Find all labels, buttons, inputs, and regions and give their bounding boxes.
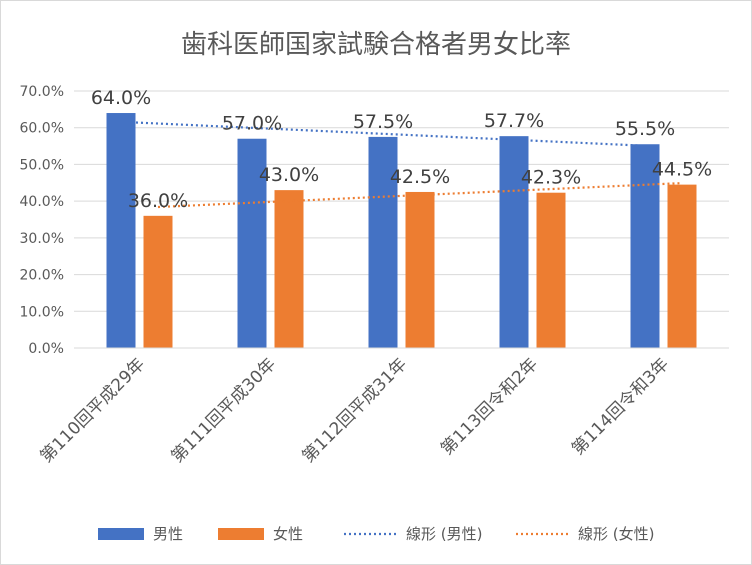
bar — [143, 215, 173, 348]
bar — [499, 136, 529, 348]
legend-label: 線形 (男性) — [406, 525, 482, 543]
legend: 男性 女性 線形 (男性) 線形 (女性) — [98, 525, 654, 543]
y-tick-label: 0.0% — [28, 341, 64, 357]
bar — [667, 184, 697, 348]
y-tick-label: 20.0% — [20, 268, 64, 284]
bar — [368, 136, 398, 348]
legend-swatch — [218, 528, 264, 540]
data-label: 57.7% — [484, 110, 544, 132]
y-tick-label: 70.0% — [20, 84, 64, 100]
legend-label: 男性 — [153, 525, 183, 543]
x-tick-label: 第112回平成31年 — [299, 354, 411, 466]
y-tick-label: 60.0% — [20, 121, 64, 137]
legend-label: 線形 (女性) — [578, 525, 654, 543]
y-axis: 0.0% 10.0% 20.0% 30.0% 40.0% 50.0% 60.0% 70.0% — [20, 84, 64, 357]
x-tick-label: 第114回令和3年 — [568, 354, 673, 459]
data-label: 44.5% — [652, 159, 712, 181]
chart-title: 歯科医師国家試験合格者男女比率 — [181, 30, 571, 60]
y-tick-label: 10.0% — [20, 304, 64, 320]
x-axis: 第110回平成29年 第111回平成30年 第112回平成31年 第113回令和2年第… — [37, 347, 729, 467]
data-labels: 64.0% 36.0% 57.0% 43.0% 57.5% 42.5% 57.7% 42.3%… — [91, 87, 712, 212]
x-tick-label: 第111回平成30年 — [168, 354, 280, 466]
y-tick-label: 40.0% — [20, 194, 64, 210]
data-label: 55.5% — [615, 118, 675, 140]
bar — [237, 138, 267, 348]
data-label: 42.3% — [521, 167, 581, 189]
data-label: 57.5% — [353, 111, 413, 133]
data-label: 43.0% — [259, 164, 319, 186]
data-label: 64.0% — [91, 87, 151, 109]
gridlines — [74, 90, 729, 349]
data-label: 57.0% — [222, 113, 282, 135]
bar — [630, 144, 660, 348]
x-tick-label: 第113回令和2年 — [437, 354, 542, 459]
y-tick-label: 50.0% — [20, 157, 64, 173]
x-tick-label: 第110回平成29年 — [37, 354, 149, 466]
bar — [274, 190, 304, 348]
legend-swatch — [98, 528, 144, 540]
bar — [405, 191, 435, 348]
bar — [536, 192, 566, 348]
y-tick-label: 30.0% — [20, 231, 64, 247]
bar — [106, 113, 136, 349]
legend-label: 女性 — [273, 525, 303, 543]
data-label: 42.5% — [390, 166, 450, 188]
data-label: 36.0% — [128, 190, 188, 212]
bars — [106, 113, 697, 349]
